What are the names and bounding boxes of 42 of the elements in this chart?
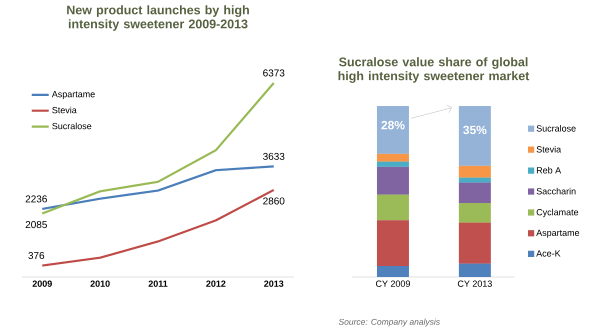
legend-label: Reb A (536, 166, 562, 174)
x-tick-label: 2012 (206, 280, 226, 287)
legend-label: Saccharin (536, 188, 576, 194)
bar (376, 166, 409, 195)
bar (458, 182, 491, 203)
legend-label: Sucralose (536, 125, 576, 132)
bar (376, 106, 409, 154)
bar (376, 162, 409, 167)
legend-label: Sucralose (52, 122, 92, 130)
bar (458, 202, 491, 223)
legend-label: Aspartame (536, 230, 580, 238)
data-label: 376 (28, 252, 44, 260)
data-label: 6373 (263, 69, 284, 76)
legend-label: Stevia (52, 106, 77, 114)
bar (458, 178, 491, 183)
legend-label: Aspartame (52, 91, 95, 100)
legend-label: Cyclamate (536, 208, 578, 218)
chart-title: Sucralose value share of global high intensity sweetener market (338, 57, 530, 83)
x-tick-label: 2013 (264, 280, 284, 287)
data-label: 35% (463, 126, 487, 134)
x-tick-label: CY 2013 (458, 280, 492, 287)
bar (458, 264, 491, 277)
data-label: 2236 (26, 195, 47, 202)
x-tick-label: 2009 (32, 280, 52, 287)
source-note: Source: Company analysis (338, 318, 440, 326)
bar (376, 266, 409, 277)
data-label: 3633 (263, 152, 284, 160)
data-label: 2085 (26, 221, 47, 228)
x-tick-label: 2010 (90, 280, 110, 287)
bar (376, 194, 409, 220)
data-label: 28% (381, 120, 405, 130)
x-tick-label: CY 2009 (376, 280, 410, 287)
bar (458, 106, 491, 166)
data-label: 2860 (263, 197, 284, 204)
bar (458, 166, 491, 178)
legend-label: Stevia (536, 146, 562, 153)
bar (458, 222, 491, 264)
x-tick-label: 2011 (148, 280, 168, 287)
bar (376, 220, 409, 266)
bar (376, 154, 409, 162)
legend-label: Ace-K (536, 250, 561, 257)
chart-title: New product launches by high intensity sweetener 2009-2013 (67, 5, 249, 31)
